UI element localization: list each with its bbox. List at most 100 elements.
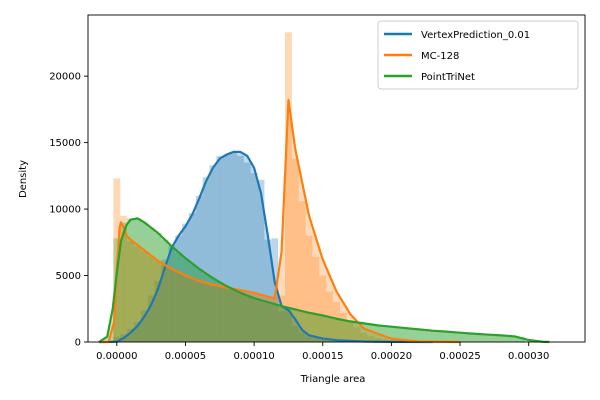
kde-line-mc128 (98, 98, 461, 344)
hist-bar-vertexprediction (182, 223, 189, 342)
hist-bar-pointtrinet (436, 331, 443, 342)
hist-bar-mc128 (236, 290, 244, 342)
hist-bar-vertexprediction (312, 338, 320, 342)
hist-bar-pointtrinet (209, 278, 217, 342)
hist-bar-pointtrinet (147, 227, 155, 342)
hist-bar-vertexprediction (127, 328, 134, 342)
kde-area-pointtrinet (98, 218, 550, 342)
hist-bar-pointtrinet (182, 258, 189, 342)
hist-bar-pointtrinet (477, 334, 485, 342)
x-tick-label: 0.00020 (371, 351, 412, 362)
hist-bar-pointtrinet (127, 218, 134, 342)
y-tick-label: 0 (75, 338, 81, 349)
x-tick-label: 0.00030 (508, 351, 549, 362)
hist-bar-mc128 (127, 240, 134, 342)
hist-bar-pointtrinet (120, 222, 128, 342)
hist-bar-pointtrinet (312, 314, 320, 342)
hist-bar-vertexprediction (202, 177, 210, 342)
hist-bar-pointtrinet (511, 336, 519, 342)
hist-bar-pointtrinet (518, 336, 526, 342)
x-tick-label: 0.00010 (233, 351, 274, 362)
hist-bar-pointtrinet (456, 332, 464, 342)
hist-bar-mc128 (175, 272, 183, 342)
hist-bar-mc128 (168, 268, 176, 342)
hist-bar-pointtrinet (298, 311, 306, 342)
hist-bar-mc128 (339, 312, 347, 342)
legend-box (377, 20, 579, 90)
y-tick-label: 20000 (49, 72, 81, 83)
hist-bar-pointtrinet (360, 323, 368, 342)
hist-bar-pointtrinet (449, 332, 457, 342)
hist-bar-pointtrinet (250, 298, 258, 342)
hist-bar-vertexprediction (140, 310, 148, 342)
y-axis-label: Density (18, 160, 29, 198)
hist-bar-pointtrinet (442, 331, 450, 342)
hist-bar-mc128 (285, 32, 292, 342)
hist-bar-mc128 (230, 288, 237, 342)
hist-bar-pointtrinet (381, 326, 388, 342)
legend-label-vertexprediction: VertexPrediction_0.01 (421, 30, 530, 41)
hist-bar-pointtrinet (429, 330, 437, 342)
hist-bar-pointtrinet (236, 292, 244, 342)
y-tick-label: 5000 (56, 271, 81, 282)
hist-bar-pointtrinet (463, 333, 471, 342)
hist-bar-mc128 (312, 256, 320, 342)
hist-bar-pointtrinet (223, 286, 231, 342)
hist-bar-pointtrinet (202, 274, 210, 342)
hist-bar-vertexprediction (216, 155, 224, 342)
hist-bar-vertexprediction (305, 336, 313, 342)
hist-bar-pointtrinet (243, 295, 251, 342)
hist-bar-pointtrinet (346, 321, 354, 342)
hist-bar-vertexprediction (264, 239, 272, 342)
hist-bar-vertexprediction (285, 310, 292, 342)
hist-bar-pointtrinet (387, 326, 395, 342)
hist-bar-mc128 (202, 283, 210, 342)
hist-bar-pointtrinet (230, 289, 237, 342)
hist-bar-pointtrinet (257, 300, 265, 342)
hist-bar-pointtrinet (497, 335, 505, 342)
hist-bar-mc128 (271, 296, 279, 342)
hist-bar-vertexprediction (113, 336, 121, 342)
hist-bar-mc128 (367, 336, 375, 342)
y-axis-ticks: 0 5000 10000 15000 20000 (49, 72, 88, 349)
kde-line-pointtrinet (98, 217, 550, 344)
hist-bar-mc128 (291, 158, 299, 342)
hist-bar-pointtrinet (319, 315, 327, 342)
hist-bar-mc128 (298, 201, 306, 342)
hist-bar-pointtrinet (394, 327, 402, 342)
hist-bar-vertexprediction (223, 154, 231, 342)
x-tick-label: 0.00025 (439, 351, 480, 362)
hist-bar-mc128 (140, 251, 148, 342)
hist-bar-pointtrinet (490, 334, 498, 342)
hist-bar-pointtrinet (504, 335, 512, 342)
hist-bar-pointtrinet (195, 268, 203, 342)
hist-bar-vertexprediction (175, 235, 183, 342)
x-tick-label: 0.00005 (165, 351, 206, 362)
hist-bar-mc128 (264, 296, 272, 342)
hist-bar-mc128 (188, 278, 196, 342)
hist-bar-pointtrinet (285, 308, 292, 342)
hist-bar-pointtrinet (339, 320, 347, 342)
hist-bar-pointtrinet (264, 302, 272, 342)
hist-bar-mc128 (278, 295, 286, 342)
hist-bar-pointtrinet (401, 328, 409, 342)
hist-bar-pointtrinet (408, 328, 416, 342)
hist-bar-mc128 (374, 338, 382, 342)
hist-bar-pointtrinet (216, 282, 224, 342)
hist-bar-vertexprediction (168, 244, 176, 342)
hist-bar-pointtrinet (333, 318, 340, 342)
y-tick-label: 15000 (49, 138, 81, 149)
hist-bar-pointtrinet (168, 246, 176, 342)
hist-bar-mc128 (243, 291, 251, 342)
x-axis-ticks: 0.00000 0.00005 0.00010 0.00015 0.00020 0.000… (96, 342, 549, 362)
kde-area-vertexprediction (98, 151, 433, 342)
hist-bar-vertexprediction (326, 340, 334, 342)
hist-bar-pointtrinet (140, 222, 148, 342)
hist-bar-vertexprediction (298, 332, 306, 342)
hist-bar-mc128 (360, 332, 368, 342)
kde-fill-layer (98, 100, 550, 342)
hist-bar-pointtrinet (188, 263, 196, 342)
hist-bar-vertexprediction (147, 295, 155, 342)
hist-bar-pointtrinet (133, 218, 141, 342)
hist-bar-pointtrinet (271, 304, 279, 342)
